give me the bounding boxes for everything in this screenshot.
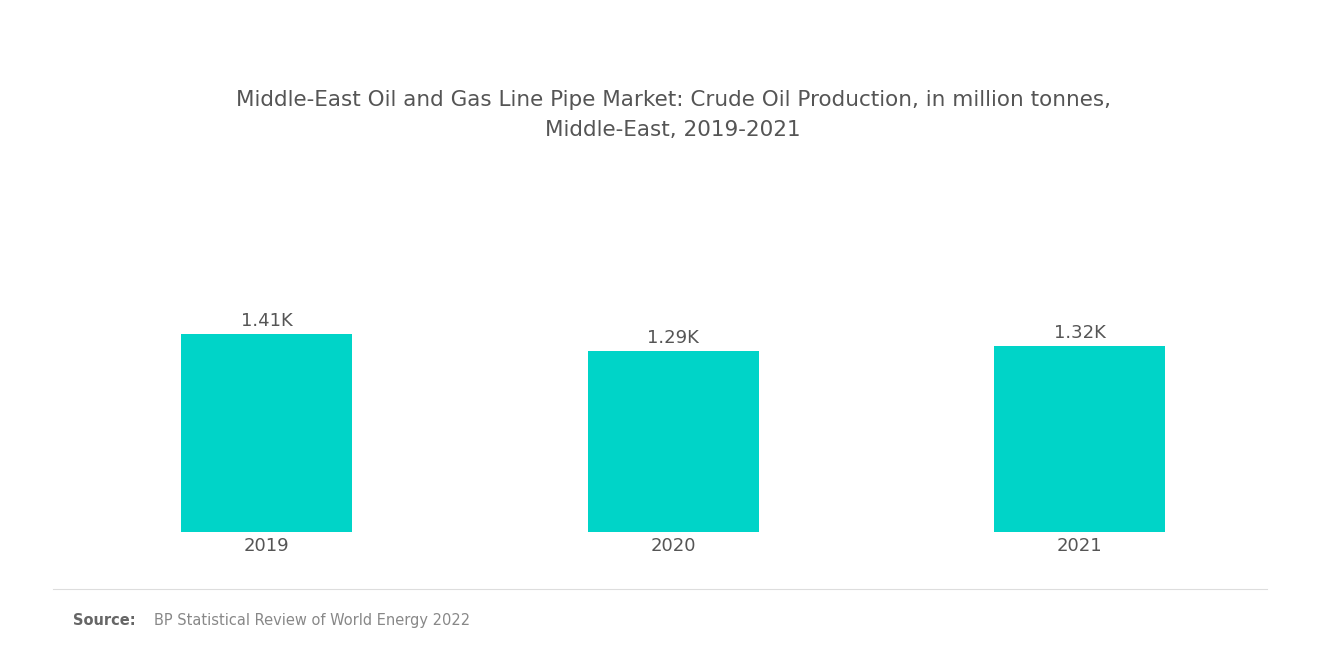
Bar — [181, 334, 352, 532]
Text: BP Statistical Review of World Energy 2022: BP Statistical Review of World Energy 20… — [154, 613, 470, 628]
Text: 1.29K: 1.29K — [647, 329, 700, 346]
Bar — [994, 346, 1166, 532]
Text: Source:: Source: — [73, 613, 135, 628]
Title: Middle-East Oil and Gas Line Pipe Market: Crude Oil Production, in million tonne: Middle-East Oil and Gas Line Pipe Market… — [236, 90, 1110, 140]
Bar — [587, 350, 759, 532]
Text: 1.41K: 1.41K — [240, 312, 293, 330]
Text: 1.32K: 1.32K — [1053, 325, 1106, 342]
